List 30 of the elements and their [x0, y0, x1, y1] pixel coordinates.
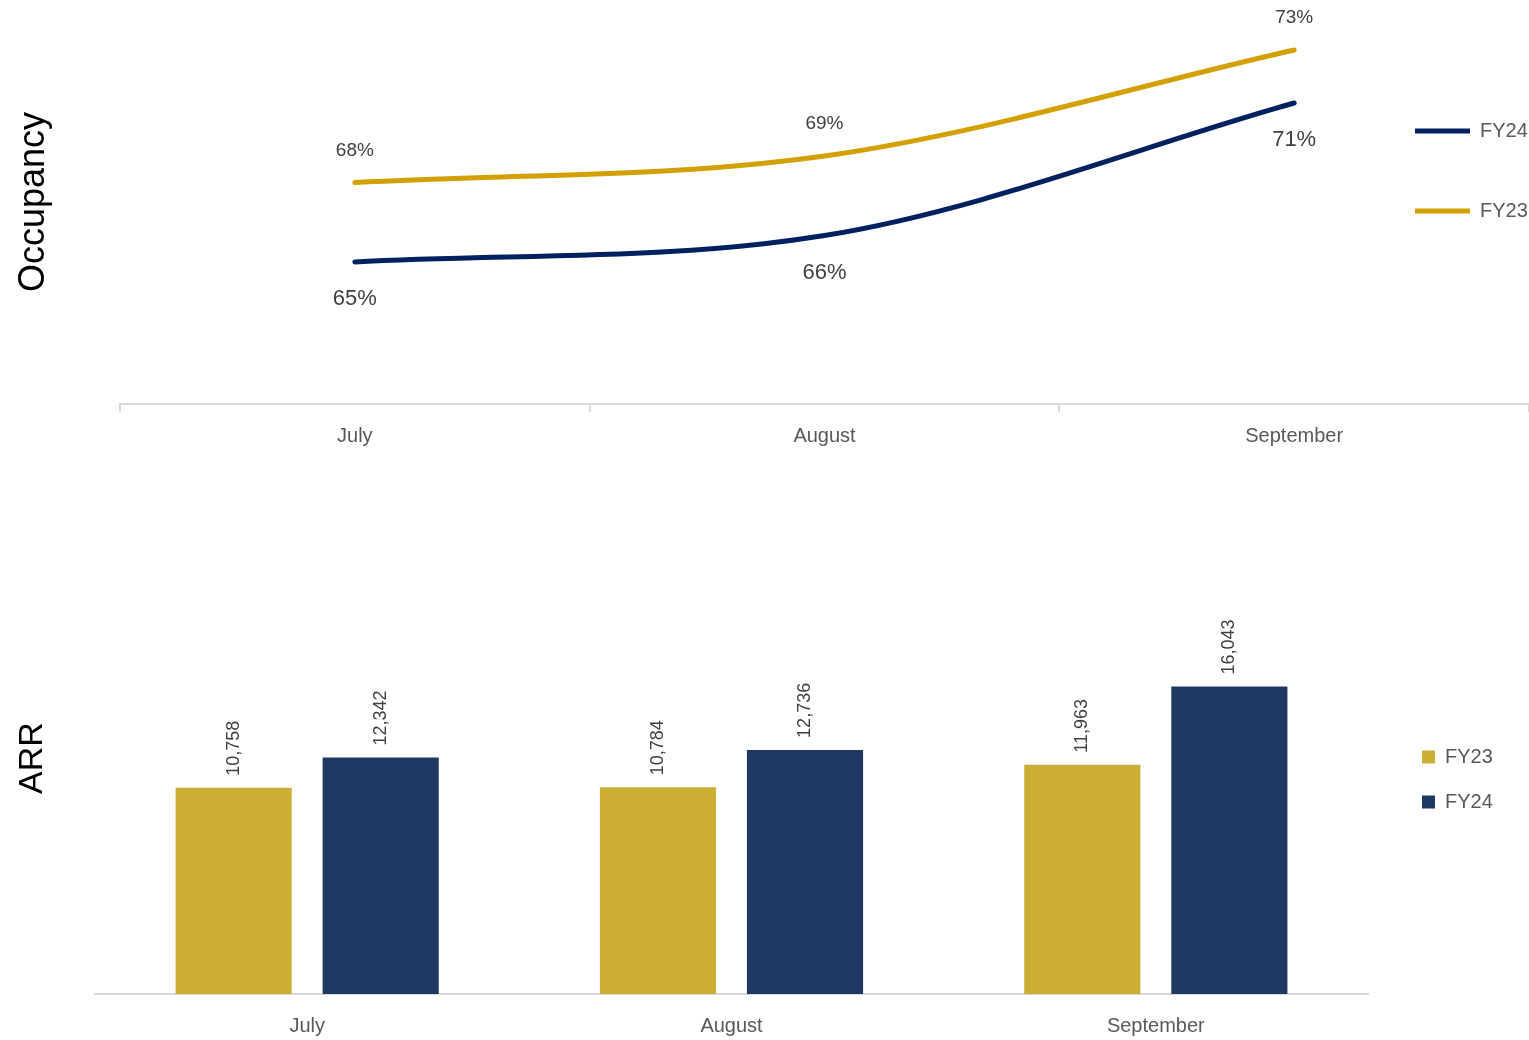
bar [746, 749, 864, 994]
data-label: 68% [335, 138, 374, 160]
data-label: 12,342 [369, 690, 390, 746]
bar [599, 787, 717, 994]
x-tick-label: July [337, 423, 373, 446]
x-tick-label: August [700, 1013, 764, 1036]
y-axis-title: ARR [10, 722, 49, 794]
legend-label: FY24 [1445, 789, 1493, 812]
legend-label: FY23 [1480, 198, 1528, 221]
bar [322, 757, 439, 994]
data-label: 66% [802, 258, 847, 284]
x-tick-label: September [1245, 423, 1344, 446]
data-label: 12,736 [793, 682, 814, 738]
bar [175, 787, 292, 994]
x-tick-label: September [1106, 1013, 1206, 1036]
legend-label: FY24 [1480, 118, 1528, 141]
data-label: 10,758 [222, 720, 243, 776]
data-label: 16,043 [1218, 619, 1239, 675]
data-label: 65% [332, 285, 377, 311]
data-label: 71% [1272, 126, 1317, 152]
legend-label: FY23 [1445, 744, 1493, 767]
data-label: 73% [1275, 6, 1314, 28]
data-label: 69% [805, 112, 844, 134]
x-tick-label: July [289, 1013, 325, 1036]
y-axis-title: Occupancy [10, 111, 52, 293]
data-label: 11,963 [1071, 698, 1092, 753]
data-label: 10,784 [646, 720, 667, 776]
x-tick-label: August [793, 423, 857, 446]
bar [1024, 764, 1141, 994]
bar [1171, 686, 1288, 994]
